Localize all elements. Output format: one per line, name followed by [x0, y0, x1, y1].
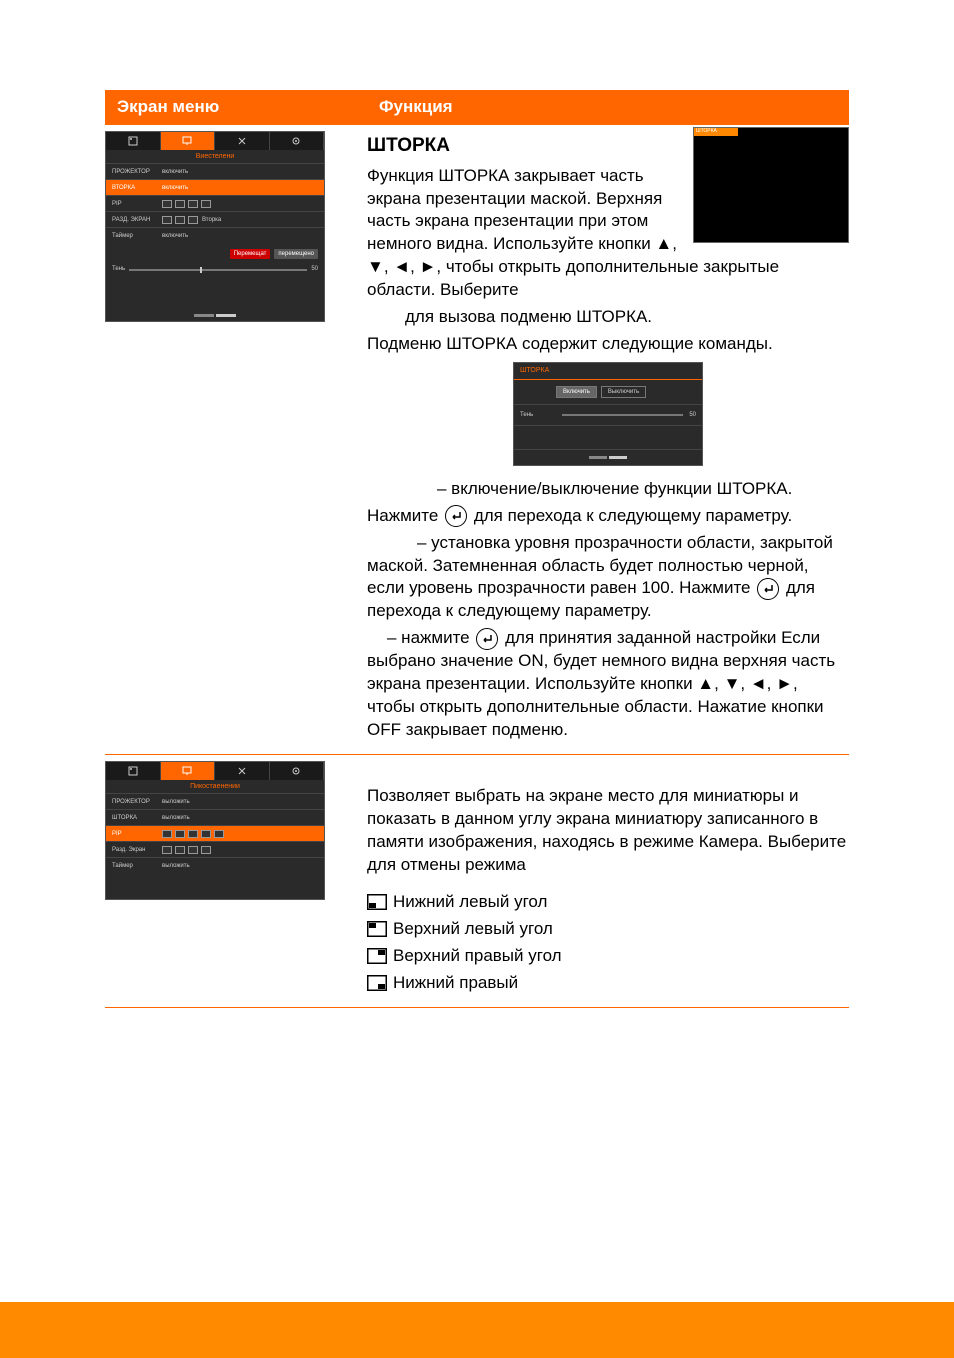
m1-r2: ВТОРКА — [112, 184, 162, 192]
corner-bottom-right: Нижний правый — [367, 972, 849, 995]
m1-page-indicator — [106, 314, 324, 317]
shtorka-section: Виестелени ПРОЖЕКТОРвключить ВТОРКАвключ… — [105, 127, 849, 755]
pip-p: Позволяет выбрать на экране место для ми… — [367, 785, 849, 877]
press1-b: для перехода к следующему параметру. — [474, 506, 792, 525]
split-icons — [162, 216, 198, 224]
shtorka-preview: ШТОРКА — [693, 127, 849, 243]
corner-br-icon — [367, 975, 387, 991]
m2-r2: ШТОРКА — [112, 814, 162, 822]
shtorka-submenu-screenshot: ШТОРКА Включить Выключить Тень 50 — [513, 362, 703, 466]
shtorka-menu-screenshot-col: Виестелени ПРОЖЕКТОРвключить ВТОРКАвключ… — [105, 127, 367, 746]
pip-position-icons — [162, 200, 211, 208]
m1-slider — [129, 269, 307, 271]
m1-r1v: включить — [162, 168, 188, 176]
tab-present-icon — [161, 132, 216, 150]
corner-br-label: Нижний правый — [393, 972, 518, 995]
enter-icon — [445, 505, 467, 527]
submenu-page-indicator — [514, 450, 702, 465]
tab-settings-icon — [270, 132, 325, 150]
m2-r1v: выложить — [162, 798, 190, 806]
corner-tr-icon — [367, 948, 387, 964]
corner-bl-icon — [367, 894, 387, 910]
m1-slider-label: Тень — [112, 265, 125, 273]
footer-band — [0, 1302, 954, 1358]
corner-tl-icon — [367, 921, 387, 937]
m2-r3: PIP — [112, 830, 162, 838]
pip-menu-screenshot-col: Пикостаенении ПРОЖЕКТОРвыложить ШТОРКАвы… — [105, 757, 367, 999]
pip-icons-2 — [162, 830, 224, 838]
corner-top-left: Верхний левый угол — [367, 918, 849, 941]
enter-icon-3 — [476, 628, 498, 650]
shtorka-p2: Подменю ШТОРКА содержит следующие команд… — [367, 333, 849, 356]
menu1-subtitle: Виестелени — [106, 150, 324, 163]
m1-r2v: включить — [162, 184, 188, 192]
m1-r4v: Вторка — [202, 216, 221, 224]
tab2-present-icon — [161, 762, 216, 780]
tab2-tools-icon — [215, 762, 270, 780]
m1-r3: PIP — [112, 200, 162, 208]
corner-list: Нижний левый угол Верхний левый угол Вер… — [367, 891, 849, 995]
m1-r5: Таймер — [112, 232, 162, 240]
corner-bottom-left: Нижний левый угол — [367, 891, 849, 914]
menu-screenshot-1: Виестелени ПРОЖЕКТОРвключить ВТОРКАвключ… — [105, 131, 325, 322]
submenu-head: ШТОРКА — [514, 363, 702, 379]
submenu-slider — [562, 414, 683, 416]
tab2-settings-icon — [270, 762, 325, 780]
m2-r4: Разд. Экран — [112, 846, 162, 854]
m2-r1: ПРОЖЕКТОР — [112, 798, 162, 806]
m1-r1: ПРОЖЕКТОР — [112, 168, 162, 176]
menu2-subtitle: Пикостаенении — [106, 780, 324, 793]
m1-btn1: Перемещат — [230, 249, 271, 259]
split-icons-2 — [162, 846, 211, 854]
shtorka-opacity: – установка уровня прозрачности области,… — [367, 532, 849, 624]
m2-r5: Таймер — [112, 862, 162, 870]
tab-image-icon — [106, 132, 161, 150]
tab-tools-icon — [215, 132, 270, 150]
header-col-function: Функция — [379, 96, 837, 119]
m1-r5v: включить — [162, 232, 188, 240]
corner-tl-label: Верхний левый угол — [393, 918, 553, 941]
submenu-val: 50 — [689, 411, 696, 419]
corner-tr-label: Верхний правый угол — [393, 945, 562, 968]
m2-r5v: выложить — [162, 862, 190, 870]
corner-bl-label: Нижний левый угол — [393, 891, 547, 914]
shtorka-onoff: – включение/выключение функции ШТОРКА. — [367, 478, 849, 501]
menu-screenshot-2: Пикостаенении ПРОЖЕКТОРвыложить ШТОРКАвы… — [105, 761, 325, 900]
m1-btn2: перемещено — [274, 249, 318, 259]
pip-section: Пикостаенении ПРОЖЕКТОРвыложить ШТОРКАвы… — [105, 757, 849, 1008]
tab2-image-icon — [106, 762, 161, 780]
submenu-shade-label: Тень — [520, 411, 556, 419]
m1-r4: РАЗД. ЭКРАН — [112, 216, 162, 224]
pip-description: Позволяет выбрать на экране место для ми… — [367, 757, 849, 999]
accept-a: – нажмите — [387, 628, 470, 647]
shtorka-press1: Нажмите для перехода к следующему параме… — [367, 505, 849, 528]
shtorka-p1b: для вызова подменю ШТОРКА. — [405, 306, 849, 329]
shtorka-accept: – нажмите для принятия заданной настройк… — [367, 627, 849, 742]
m1-slider-val: 50 — [311, 265, 318, 273]
table-header: Экран меню Функция — [105, 90, 849, 125]
preview-black-box: ШТОРКА — [693, 127, 849, 243]
preview-tab: ШТОРКА — [694, 128, 738, 136]
m2-r2v: выложить — [162, 814, 190, 822]
shtorka-description: ШТОРКА ШТОРКА Функция ШТОРКА закрывает ч… — [367, 127, 849, 746]
submenu-off: Выключить — [601, 386, 646, 398]
enter-icon-2 — [757, 578, 779, 600]
header-col-screen: Экран меню — [117, 96, 379, 119]
press1-a: Нажмите — [367, 506, 438, 525]
corner-top-right: Верхний правый угол — [367, 945, 849, 968]
submenu-on: Включить — [556, 386, 597, 398]
